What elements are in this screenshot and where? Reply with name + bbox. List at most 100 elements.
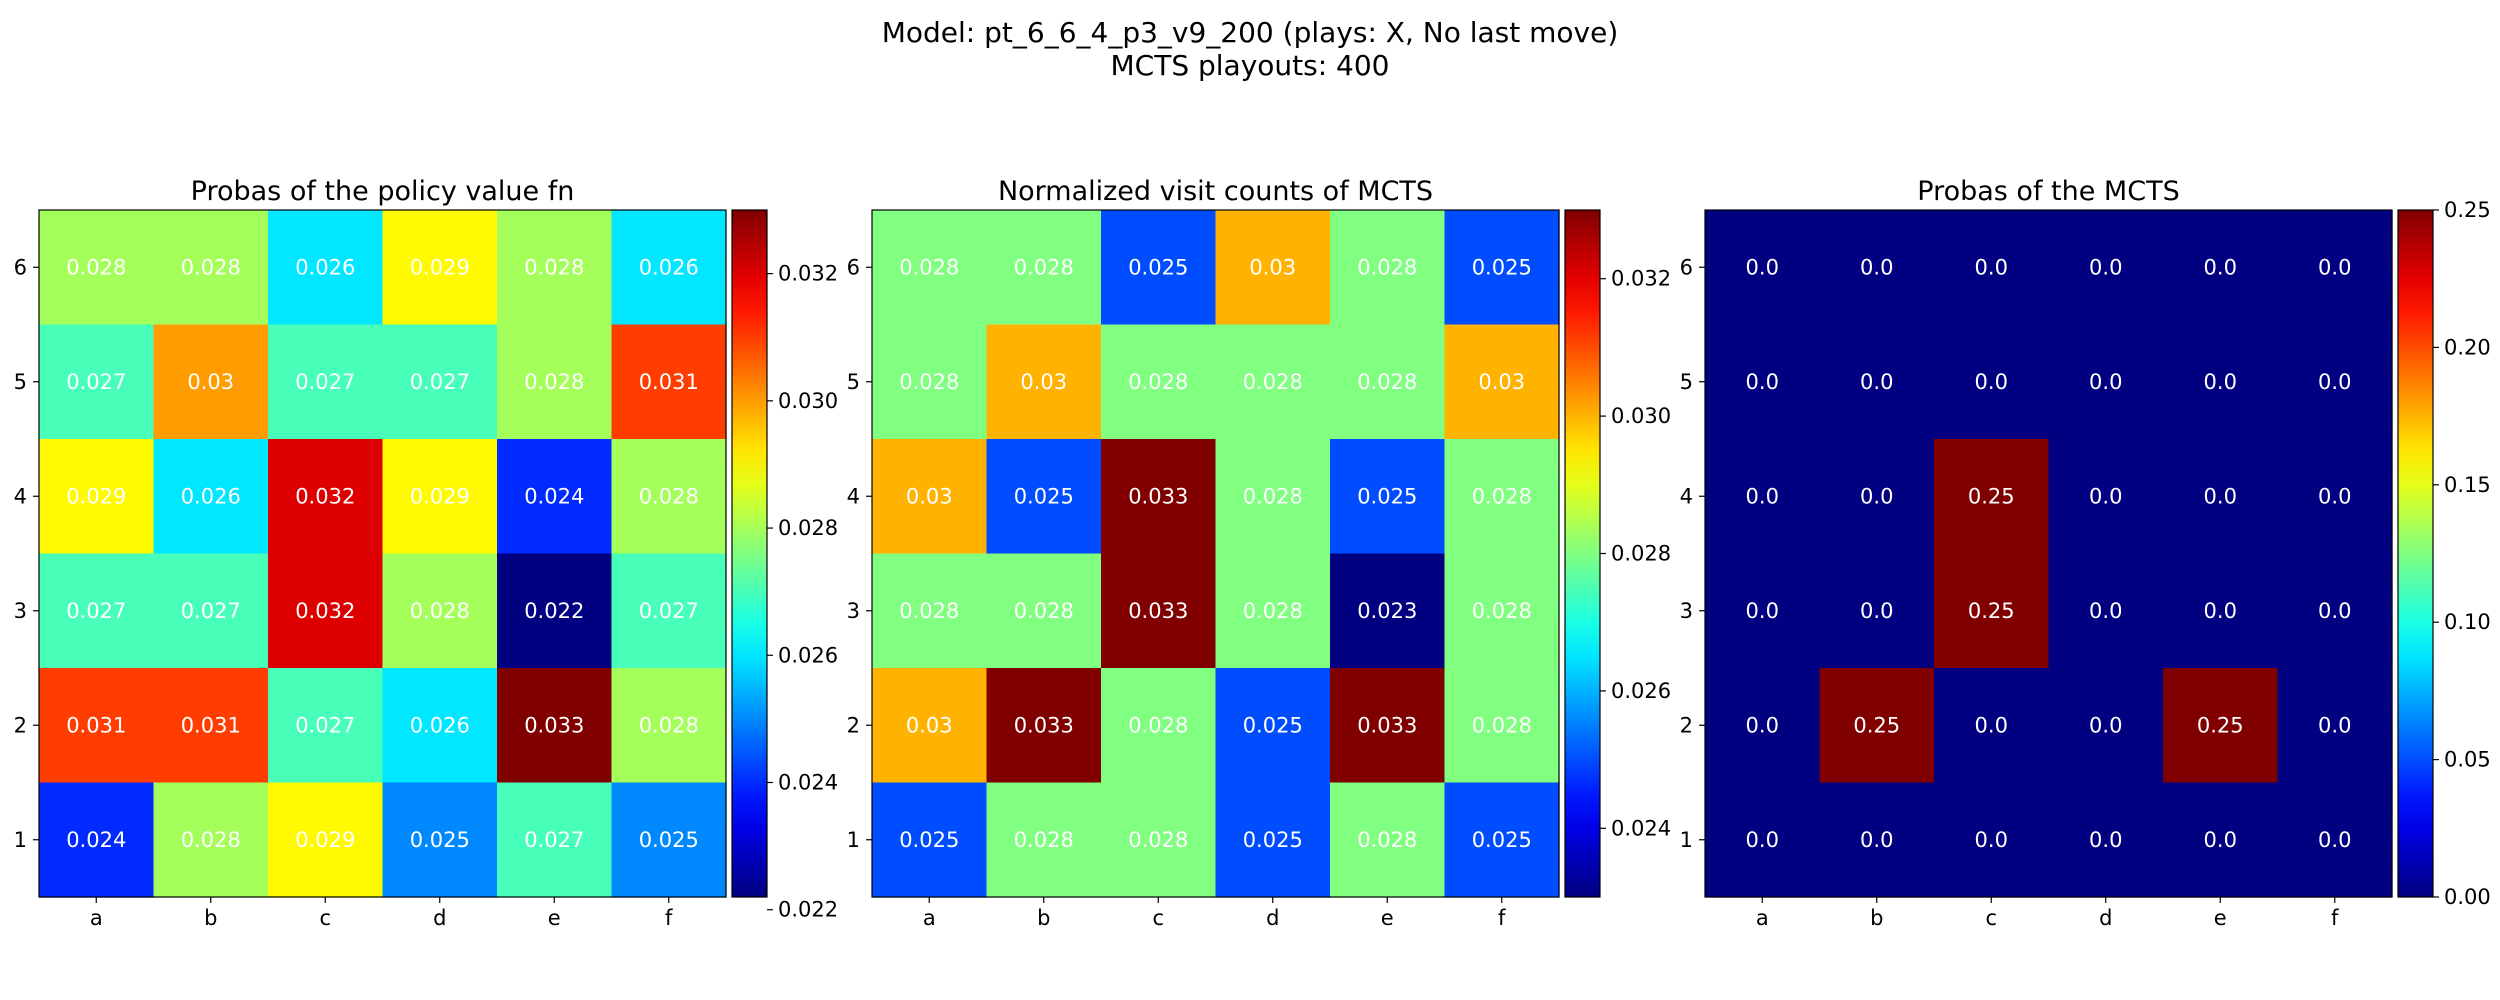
cell-value-label: 0.028 (899, 255, 959, 279)
cell-value-label: 0.0 (2089, 713, 2122, 737)
cell-value-label: 0.028 (899, 370, 959, 394)
x-tick-label: c (1985, 906, 1997, 930)
heatmap-cell (1215, 324, 1331, 440)
colorbar (731, 209, 768, 898)
cell-value-label: 0.027 (295, 370, 355, 394)
y-tick-label: 3 (1680, 599, 1693, 623)
heatmap-cell (611, 210, 727, 326)
y-tick-label: 6 (847, 255, 860, 279)
heatmap-cell (1101, 439, 1217, 555)
colorbar (1564, 209, 1601, 898)
cell-value-label: 0.025 (1243, 828, 1303, 852)
y-tick-label: 5 (1680, 370, 1693, 394)
cell-value-label: 0.028 (1357, 370, 1417, 394)
heatmap-cell (1215, 210, 1331, 326)
heatmap-cell (382, 782, 498, 898)
cell-value-label: 0.0 (1975, 370, 2008, 394)
cell-value-label: 0.0 (1746, 828, 1779, 852)
cell-value-label: 0.026 (639, 255, 699, 279)
heatmap-cell (268, 553, 384, 669)
cell-value-label: 0.028 (899, 599, 959, 623)
cell-value-label: 0.028 (1243, 370, 1303, 394)
heatmap-cell (1934, 210, 2050, 326)
y-tick-label: 2 (847, 713, 860, 737)
colorbar-tick-label: 0.030 (778, 389, 838, 413)
cell-value-label: 0.025 (1472, 255, 1532, 279)
colorbar-tick-label: 0.032 (1611, 267, 1671, 291)
heatmap-cell (382, 668, 498, 784)
heatmap-cell (1101, 553, 1217, 669)
heatmap-cell (1215, 668, 1331, 784)
heatmap-cell (382, 439, 498, 555)
x-tick-label: f (1498, 906, 1506, 930)
y-tick-label: 5 (14, 370, 27, 394)
heatmap-cell (611, 668, 727, 784)
heatmap-cell (2163, 782, 2279, 898)
cell-value-label: 0.0 (1860, 828, 1893, 852)
heatmap-cell (986, 782, 1102, 898)
cell-value-label: 0.0 (2089, 828, 2122, 852)
cell-value-label: 0.03 (906, 713, 953, 737)
heatmap-cell (39, 668, 155, 784)
heatmap-cell (2163, 210, 2279, 326)
cell-value-label: 0.031 (181, 713, 241, 737)
y-tick-label: 2 (14, 713, 27, 737)
heatmap-cell (1101, 668, 1217, 784)
y-tick-label: 3 (847, 599, 860, 623)
heatmap-cell (1101, 324, 1217, 440)
heatmap-cell (1215, 439, 1331, 555)
heatmap-cell (39, 439, 155, 555)
heatmap-cell (1101, 210, 1217, 326)
heatmap-cell (2277, 782, 2393, 898)
heatmap-cell (1934, 668, 2050, 784)
cell-value-label: 0.028 (639, 484, 699, 508)
colorbar-tick-label: 0.024 (1611, 816, 1671, 840)
heatmap-cell (611, 439, 727, 555)
heatmap-cell (1705, 210, 1821, 326)
heatmap-panel-2: Normalized visit counts of MCTS 0.028 0.02… (847, 176, 1672, 930)
heatmap-cell (268, 668, 384, 784)
colorbar-tick-label: 0.032 (778, 262, 838, 286)
heatmap-cell (1330, 668, 1446, 784)
cell-value-label: 0.028 (410, 599, 470, 623)
cell-value-label: 0.0 (2318, 828, 2351, 852)
heatmap-cell (2277, 668, 2393, 784)
cell-value-label: 0.029 (410, 484, 470, 508)
x-tick-label: e (548, 906, 561, 930)
cell-value-label: 0.0 (2089, 370, 2122, 394)
x-tick-label: a (1756, 906, 1769, 930)
cell-value-label: 0.033 (1128, 484, 1188, 508)
cell-value-label: 0.028 (524, 370, 584, 394)
heatmap-cell (382, 210, 498, 326)
heatmap-cell (986, 324, 1102, 440)
heatmap-cell (986, 210, 1102, 326)
cell-value-label: 0.0 (2318, 713, 2351, 737)
cell-value-label: 0.0 (1746, 484, 1779, 508)
heatmap-panels: Probas of the policy value fn 0.028 0.028 0… (14, 176, 2491, 930)
heatmap-cell (1934, 439, 2050, 555)
cell-value-label: 0.024 (66, 828, 126, 852)
heatmap-cell (2048, 210, 2164, 326)
colorbar-tick-label: 0.028 (778, 516, 838, 540)
cell-value-label: 0.0 (2318, 255, 2351, 279)
heatmap-cell (1215, 553, 1331, 669)
x-tick-label: e (1381, 906, 1394, 930)
cell-value-label: 0.03 (1249, 255, 1296, 279)
cell-value-label: 0.028 (1472, 713, 1532, 737)
y-tick-label: 4 (847, 484, 860, 508)
cell-value-label: 0.0 (2204, 484, 2237, 508)
cell-value-label: 0.0 (1860, 255, 1893, 279)
heatmap-cell (1819, 210, 1935, 326)
cell-value-label: 0.025 (639, 828, 699, 852)
panel-title: Normalized visit counts of MCTS (998, 176, 1433, 207)
x-tick-label: d (1266, 906, 1279, 930)
cell-value-label: 0.0 (1860, 599, 1893, 623)
colorbar-tick-label: 0.026 (1611, 679, 1671, 703)
heatmap-cell (497, 324, 613, 440)
heatmap-cell (872, 210, 988, 326)
cell-value-label: 0.03 (1020, 370, 1067, 394)
colorbar-tick-label: 0.024 (778, 771, 838, 795)
cell-value-label: 0.027 (66, 370, 126, 394)
cell-value-label: 0.028 (66, 255, 126, 279)
